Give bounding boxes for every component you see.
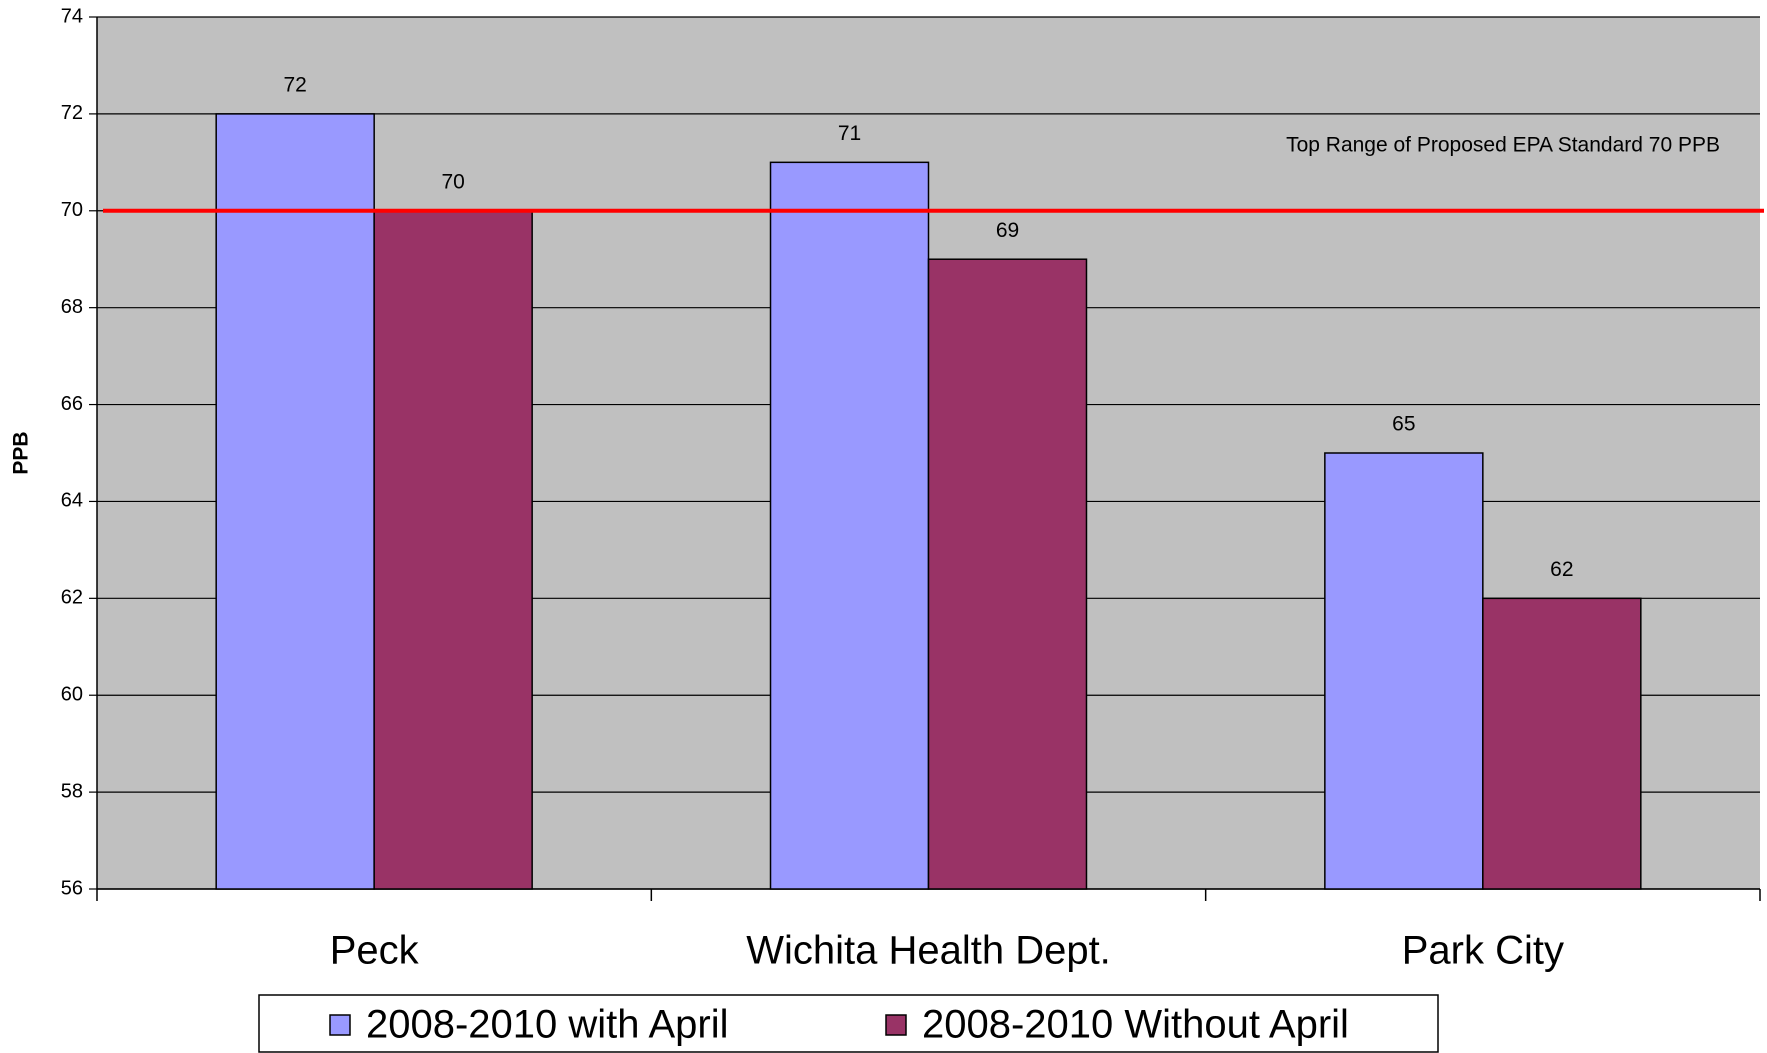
x-tick-label: Park City [1402, 929, 1564, 973]
bar [1482, 597, 1642, 890]
bar [769, 161, 930, 890]
data-label: 65 [1392, 413, 1415, 436]
legend-box [258, 994, 1439, 1053]
y-tick-label: 58 [61, 780, 83, 802]
data-label: 62 [1550, 558, 1573, 581]
y-tick-label: 70 [61, 199, 83, 221]
y-tick-label: 74 [61, 5, 83, 27]
y-tick-label: 68 [61, 296, 83, 318]
y-tick-label: 64 [61, 490, 83, 512]
data-label: 72 [283, 73, 306, 96]
y-tick-label: 72 [61, 102, 83, 124]
x-tick-label: Peck [330, 929, 420, 973]
y-axis-label: PPB [10, 431, 33, 474]
y-tick-label: 56 [61, 877, 83, 899]
legend-label: 2008-2010 with April [366, 1003, 728, 1047]
legend-swatch [885, 1014, 907, 1036]
x-tick-label: Wichita Health Dept. [746, 929, 1111, 973]
data-label: 69 [996, 219, 1019, 242]
bar [215, 113, 375, 890]
y-tick-label: 60 [61, 684, 83, 706]
bar [927, 258, 1088, 890]
data-label: 71 [838, 122, 861, 145]
bar [1324, 452, 1484, 890]
data-label: 70 [441, 170, 464, 193]
legend-label: 2008-2010 Without April [922, 1003, 1349, 1047]
y-tick-label: 66 [61, 393, 83, 415]
reference-label: Top Range of Proposed EPA Standard 70 PP… [1286, 134, 1720, 157]
bar [373, 210, 533, 890]
y-tick-label: 62 [61, 587, 83, 609]
legend-swatch [329, 1014, 351, 1036]
